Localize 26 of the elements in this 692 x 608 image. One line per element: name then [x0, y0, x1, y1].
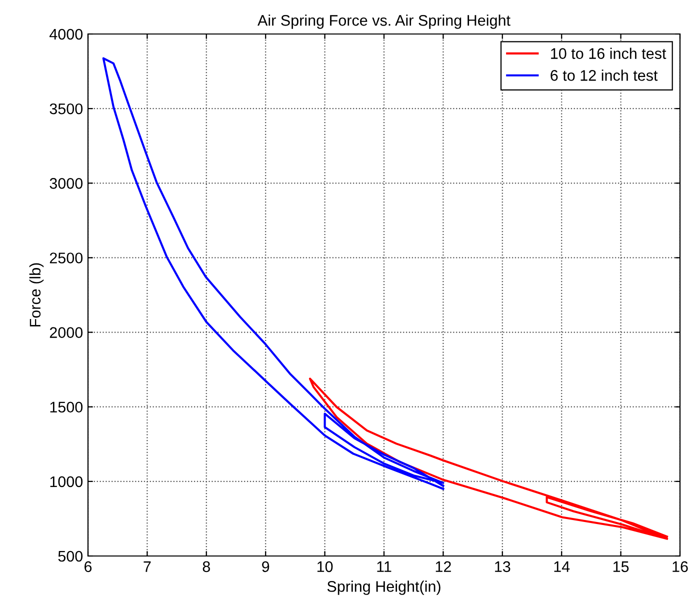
y-tick-label: 2500 — [50, 252, 83, 264]
y-tick-label: 3500 — [50, 103, 83, 114]
x-tick-label: 15 — [613, 561, 629, 572]
x-axis-title: Spring Height(in) — [327, 580, 440, 595]
y-tick-label: 1000 — [50, 476, 83, 488]
x-tick-label: 11 — [377, 561, 392, 572]
y-axis-title: Force (lb) — [29, 263, 44, 326]
x-tick-label: 8 — [202, 561, 210, 572]
legend-label: 10 to 16 inch test — [551, 48, 666, 59]
line-series — [102, 57, 444, 490]
x-tick-label: 6 — [84, 561, 92, 572]
y-tick-label: 4000 — [50, 28, 83, 40]
x-tick-label: 14 — [554, 561, 570, 572]
y-tick-label: 3000 — [50, 178, 83, 189]
chart-title: Air Spring Force vs. Air Spring Height — [258, 14, 510, 29]
x-tick-label: 7 — [144, 561, 151, 572]
x-tick-label: 10 — [317, 561, 333, 572]
y-tick-label: 500 — [58, 550, 83, 562]
y-tick-label: 1500 — [50, 402, 83, 413]
x-tick-label: 16 — [672, 561, 688, 572]
y-tick-label: 2000 — [50, 327, 83, 338]
line-series — [308, 378, 668, 540]
x-tick-label: 9 — [262, 561, 270, 572]
legend-label: 6 to 12 inch test — [550, 70, 658, 81]
x-tick-label: 12 — [436, 561, 451, 572]
x-tick-label: 13 — [495, 561, 510, 572]
